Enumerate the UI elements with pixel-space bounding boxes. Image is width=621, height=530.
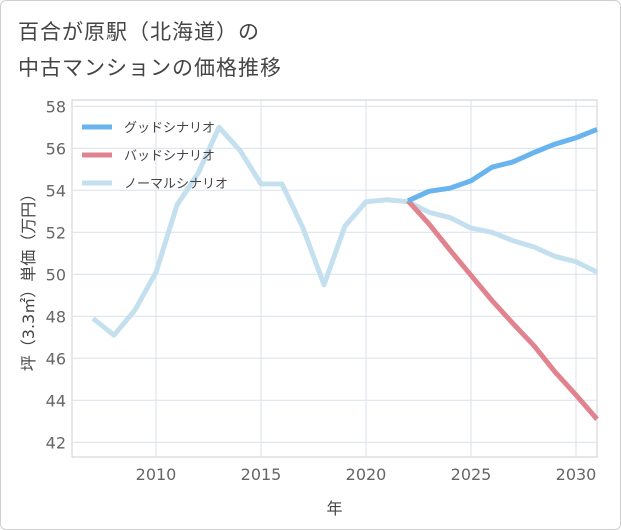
y-tick-label: 48 [46,307,66,326]
y-tick-label: 52 [46,223,66,242]
plot-area [71,99,598,458]
series-bad-line [406,199,599,421]
y-tick-label: 46 [46,349,66,368]
x-tick-label: 2015 [241,465,282,484]
legend-normal-label: ノーマルシナリオ [124,177,228,192]
y-tick-label: 58 [46,97,66,116]
y-tick-label: 50 [46,265,66,284]
x-axis-title: 年 [326,499,342,518]
series-good-line [406,127,598,204]
chart-title: 百合が原駅（北海道）の 中古マンションの価格推移 [18,14,282,86]
y-tick-label: 56 [46,139,66,158]
chart-title-line-1: 百合が原駅（北海道）の [18,20,260,44]
legend-bad-label: バッドシナリオ [124,149,215,164]
x-tick-label: 2020 [346,465,387,484]
chart-title-line-2: 中古マンションの価格推移 [18,56,282,80]
x-tick-label: 2010 [136,465,177,484]
series-normal-line [91,124,599,338]
y-tick-label: 54 [46,181,66,200]
x-tick-label: 2025 [451,465,492,484]
y-tick-label: 44 [46,391,66,410]
legend-good-label: グッドシナリオ [124,121,215,136]
y-axis-title: 坪（3.3㎡）単価（万円） [19,186,38,371]
y-tick-label: 42 [46,433,66,452]
x-tick-label: 2030 [556,465,597,484]
